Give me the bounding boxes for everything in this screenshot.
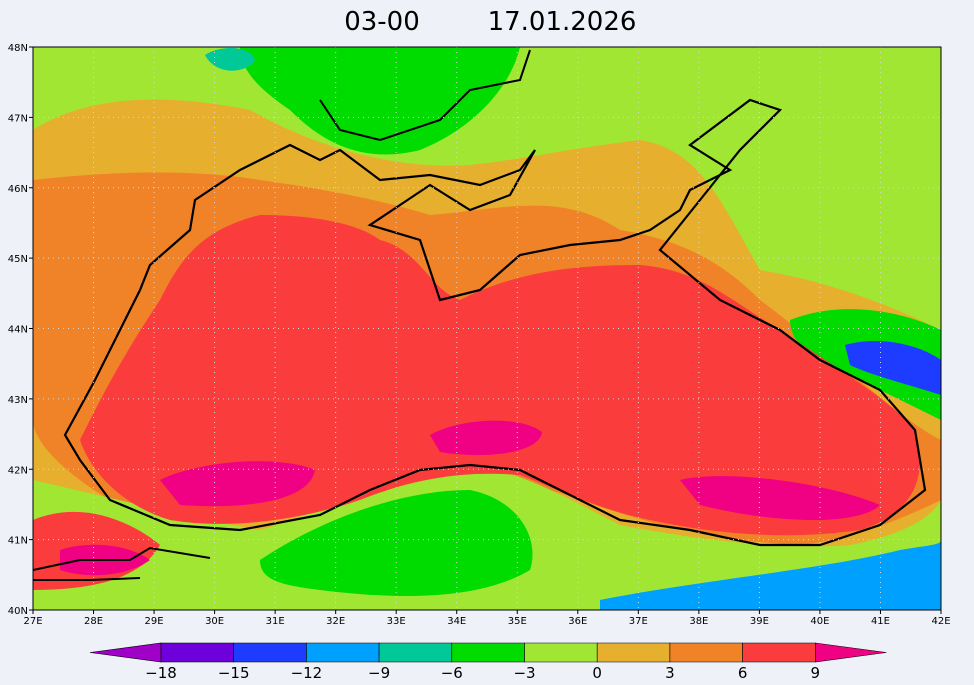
colorbar-segment — [524, 642, 598, 663]
field-hot-1 — [430, 420, 542, 456]
lat-label: 41N — [8, 536, 28, 547]
lon-label: 37E — [629, 616, 648, 627]
colorbar-segment — [742, 642, 816, 663]
lat-label: 44N — [8, 325, 28, 336]
field-east-blue — [845, 340, 941, 395]
colorbar-label: −9 — [368, 664, 390, 681]
colorbar-label: 3 — [665, 664, 675, 681]
time-label: 03-00 — [344, 7, 420, 37]
colorbar-segment — [378, 642, 453, 663]
lat-label: 40N — [8, 606, 28, 617]
lon-label: 35E — [508, 616, 527, 627]
lat-label: 42N — [8, 465, 28, 476]
colorbar-segment — [306, 642, 380, 663]
lon-label: 33E — [387, 616, 406, 627]
field — [33, 47, 941, 610]
colorbar-label: −18 — [145, 664, 177, 681]
lat-label: 47N — [8, 113, 28, 124]
coastline — [63, 98, 927, 547]
lat-label: 46N — [8, 184, 28, 195]
colorbar-segment — [233, 642, 307, 663]
grid: 27E 28E 29E 30E 31E 32E 33E 34E 35E 36E 37E 38E 39E 4… — [8, 43, 951, 627]
lat-label: 45N — [8, 254, 28, 265]
colorbar-label: −6 — [441, 664, 463, 681]
field-hot-3 — [680, 476, 880, 520]
field-sea — [80, 215, 920, 536]
lon-label: 28E — [84, 616, 103, 627]
lon-label: 40E — [810, 616, 829, 627]
lat-label: 43N — [8, 395, 28, 406]
colorbar-label: 0 — [592, 664, 602, 681]
field-north-green — [240, 47, 520, 155]
lon-label: 42E — [931, 616, 950, 627]
lon-label: 38E — [689, 616, 708, 627]
colorbar-segment — [669, 642, 743, 663]
colorbar-segment — [596, 642, 671, 663]
field-north — [33, 47, 941, 330]
colorbar-segment — [451, 642, 525, 663]
colorbar-label: 9 — [811, 664, 821, 681]
colorbar-label: −15 — [218, 664, 250, 681]
date-label: 17.01.2026 — [488, 7, 637, 37]
colorbar-segment — [815, 642, 887, 663]
field-south-blue — [600, 540, 941, 610]
lon-label: 32E — [326, 616, 345, 627]
frame — [32, 46, 942, 611]
colorbar-label: −3 — [513, 664, 535, 681]
lat-label: 48N — [8, 43, 28, 54]
lon-label: 41E — [871, 616, 890, 627]
field-blob — [205, 48, 255, 71]
lon-label: 29E — [145, 616, 164, 627]
strait — [33, 546, 211, 581]
colorbar: −18 −15 −12 −9 −6 −3 0 3 6 9 — [89, 642, 887, 682]
river — [319, 49, 531, 142]
colorbar-segment — [160, 642, 234, 663]
colorbar-label: −12 — [291, 664, 323, 681]
lon-label: 39E — [750, 616, 769, 627]
field-hot-2 — [160, 461, 315, 507]
lon-label: 30E — [205, 616, 224, 627]
lon-label: 36E — [568, 616, 587, 627]
colorbar-label: 6 — [738, 664, 748, 681]
lon-label: 27E — [23, 616, 42, 627]
lon-label: 34E — [447, 616, 466, 627]
lon-label: 31E — [266, 616, 285, 627]
